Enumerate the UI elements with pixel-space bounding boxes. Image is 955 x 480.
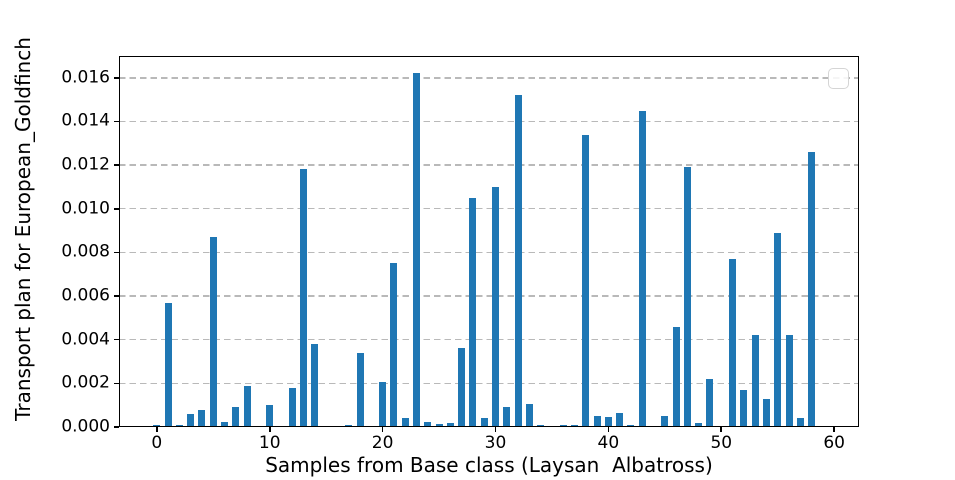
bar <box>424 421 432 427</box>
plot-frame <box>119 56 859 427</box>
bar <box>774 232 782 427</box>
gridline <box>119 207 859 210</box>
bar <box>458 348 466 427</box>
bar <box>695 422 703 427</box>
bar <box>232 407 240 427</box>
bar <box>616 412 624 427</box>
bar <box>503 407 511 427</box>
bar <box>209 237 217 427</box>
bar <box>672 326 680 427</box>
x-tick-mark <box>381 427 384 432</box>
y-tick-label: 0.012 <box>61 154 110 175</box>
y-tick-label: 0.014 <box>61 111 110 132</box>
bar <box>796 418 804 427</box>
x-axis-label: Samples from Base class (Laysan Albatros… <box>265 453 713 477</box>
x-tick-mark <box>494 427 497 432</box>
bar <box>243 385 251 427</box>
gridline <box>119 295 859 297</box>
y-tick-mark <box>114 164 119 166</box>
bar <box>751 335 759 427</box>
bar <box>266 405 274 427</box>
x-tick-mark <box>607 427 610 432</box>
bar <box>571 424 578 427</box>
gridline <box>119 382 859 385</box>
gridline <box>119 77 859 79</box>
y-tick-mark <box>114 382 119 385</box>
bar <box>345 424 353 427</box>
bar <box>491 186 499 427</box>
bar <box>638 110 646 427</box>
bar <box>356 352 364 427</box>
bar <box>311 344 319 427</box>
bar <box>390 263 398 427</box>
y-tick-label: 0.006 <box>61 285 110 306</box>
bar <box>604 417 612 427</box>
bar <box>401 418 409 427</box>
y-tick-label: 0.008 <box>61 242 110 263</box>
bar <box>582 134 590 427</box>
bar <box>627 424 635 427</box>
bar <box>221 421 229 427</box>
x-tick-label: 10 <box>258 433 281 453</box>
y-tick-mark <box>114 120 119 123</box>
x-tick-label: 40 <box>597 433 620 453</box>
bar <box>412 73 420 427</box>
bar <box>729 258 737 427</box>
y-tick-label: 0.002 <box>61 373 110 393</box>
y-axis-label: Transport plan for European_Goldfinch <box>11 37 35 421</box>
bar <box>367 425 375 427</box>
y-tick-label: 0.010 <box>61 198 110 219</box>
bar <box>808 152 816 427</box>
bar <box>819 425 827 427</box>
x-tick-mark <box>720 427 723 432</box>
plot-area: 0.000 0.002 0.004 0.006 0.008 0.010 0.012 0.014… <box>61 56 859 452</box>
bar <box>469 197 477 427</box>
bar <box>175 424 183 427</box>
y-tick-label: 0.004 <box>61 329 110 350</box>
bar <box>300 169 308 427</box>
legend-box <box>828 68 849 89</box>
gridline <box>119 120 859 123</box>
y-tick-label: 0.016 <box>61 67 110 88</box>
bar <box>514 95 522 427</box>
bar <box>446 422 454 427</box>
bar <box>762 398 770 427</box>
bar <box>198 409 206 427</box>
bar <box>379 382 387 427</box>
gridline <box>119 164 859 166</box>
bar <box>785 335 793 427</box>
bar <box>661 416 669 427</box>
bar <box>740 389 748 427</box>
y-tick-mark <box>114 338 119 341</box>
bar <box>435 423 443 427</box>
y-tick-mark <box>114 426 119 428</box>
bar <box>164 302 172 427</box>
bar <box>480 418 488 427</box>
bar <box>525 404 533 427</box>
x-tick-label: 0 <box>151 433 163 453</box>
bar <box>187 413 195 427</box>
gridline <box>119 338 859 341</box>
y-tick-label: 0.000 <box>61 416 110 437</box>
y-tick-mark <box>114 207 119 210</box>
x-tick-label: 50 <box>710 433 733 453</box>
bar <box>559 424 567 427</box>
bar <box>153 424 161 427</box>
y-tick-mark <box>114 295 119 297</box>
y-tick-mark <box>114 77 119 79</box>
x-tick-label: 60 <box>823 433 845 453</box>
bar <box>683 167 691 427</box>
x-tick-mark <box>833 427 835 432</box>
x-tick-mark <box>156 427 158 432</box>
bar <box>537 424 545 427</box>
bar <box>706 379 714 427</box>
x-tick-label: 20 <box>371 433 394 453</box>
y-tick-mark <box>114 251 119 254</box>
bar <box>593 416 601 427</box>
x-tick-label: 30 <box>484 433 507 453</box>
bar <box>288 387 296 427</box>
gridline <box>119 251 859 254</box>
x-tick-mark <box>268 427 271 432</box>
